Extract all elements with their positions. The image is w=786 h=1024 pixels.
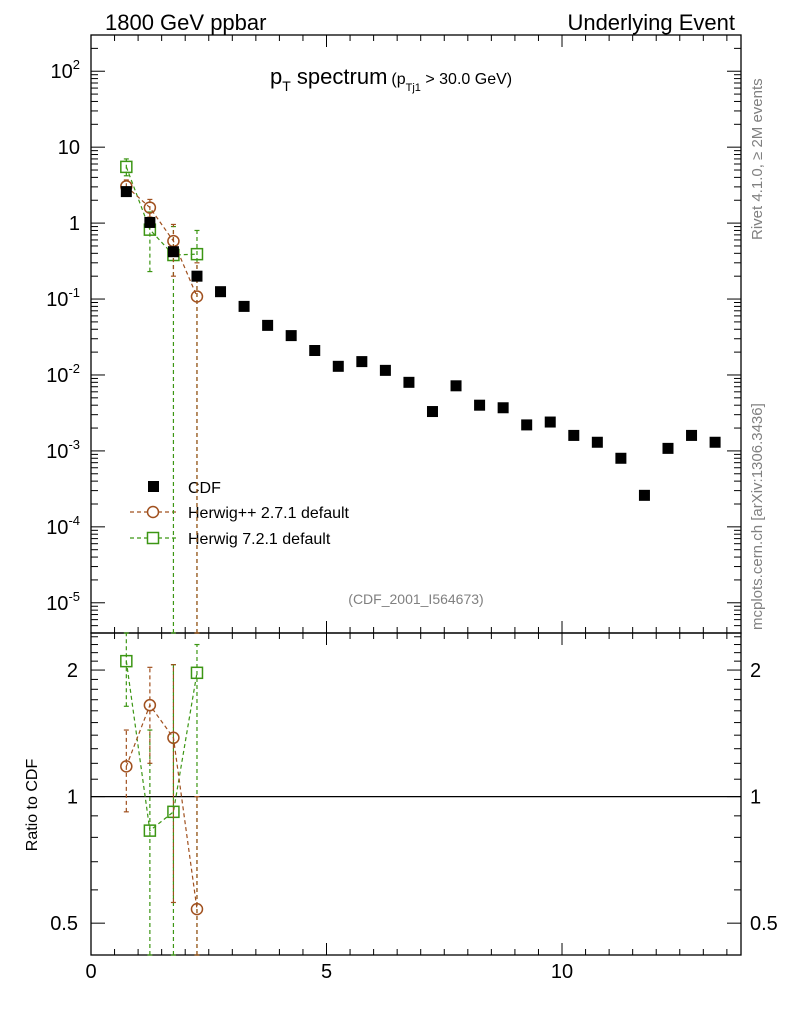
ratio-herwig7-point [120,654,133,668]
main-cdf-point [262,319,274,331]
main-cdf-point [615,452,627,464]
x-tick-label: 0 [85,961,96,983]
ratio-plot-frame [90,632,742,956]
main-herwigpp-point [143,201,157,214]
ratio-y-tick-label-right: 0.5 [750,913,778,935]
main-cdf-point [215,286,227,298]
main-cdf-point [403,376,415,388]
main-cdf-point [709,436,721,448]
ratio-axis-label: Ratio to CDF [24,759,41,852]
ratio-herwig7-point [143,824,157,837]
ratio-herwigpp-point [143,698,157,712]
ratio-y-tick-label: 1 [67,787,78,809]
main-cdf-point [309,345,321,357]
y-tick-label: 10 [58,137,80,159]
main-herwig7-line [125,166,198,256]
main-cdf-point [379,364,391,376]
main-herwigpp-point [190,290,204,303]
ratio-herwigpp-point [190,902,204,916]
main-cdf-point [356,356,368,368]
main-cdf-point [638,489,650,501]
header-left-label: 1800 GeV ppbar [105,10,266,35]
ratio-herwigpp-point [167,731,180,745]
ratio-herwigpp-line [125,703,198,910]
main-cdf-point [450,380,462,392]
legend-cdf-marker [148,481,159,492]
mcplots-label: mcplots.cern.ch [arXiv:1306.3436] [749,403,766,630]
ratio-herwig7-line [125,661,198,832]
ratio-y-tick-label: 2 [67,660,78,682]
y-tick-label: 102 [51,57,80,83]
main-cdf-point [191,270,203,282]
analysis-id: (CDF_2001_I564673) [348,591,483,607]
main-cdf-point [591,436,603,448]
ratio-herwig7-point [190,666,204,680]
y-tick-label: 10-5 [46,589,80,615]
main-cdf-point [426,406,438,418]
legend-cdf-label: CDF [188,480,221,497]
header-right-label: Underlying Event [567,10,735,35]
y-tick-label: 10-1 [46,285,80,311]
main-cdf-point [238,300,250,312]
main-cdf-point [686,429,698,441]
chart-marks: 0 5 10 10-5 10-4 10-3 10-2 10-1 1 10 102 0.5 0.5 1 1 2 2 [46,34,778,983]
main-cdf-point [144,216,156,228]
main-cdf-point [120,186,132,198]
main-cdf-point [568,429,580,441]
y-tick-label: 10-3 [46,437,80,463]
main-herwig7-point [120,160,133,174]
main-cdf-point [285,330,297,342]
y-tick-label: 10-4 [46,513,80,539]
legend: CDF Herwig++ 2.7.1 default Herwig 7.2.1 … [130,480,350,548]
ratio-y-tick-label-right: 2 [750,660,761,682]
legend-herwig7-label: Herwig 7.2.1 default [188,531,331,548]
y-tick-label: 10-2 [46,361,80,387]
ratio-y-tick-label-right: 1 [750,787,761,809]
legend-herwig7-marker [146,531,160,545]
legend-herwigpp-marker [146,505,160,519]
main-cdf-point [521,419,533,431]
main-cdf-point [497,402,509,414]
ratio-y-tick-label: 0.5 [50,913,78,935]
ratio-herwigpp-point [120,760,133,773]
main-cdf-point [167,246,179,258]
main-herwig7-point [190,247,204,261]
y-tick-label: 1 [69,213,80,235]
x-tick-label: 10 [551,961,573,983]
main-herwigpp-line [125,185,198,297]
legend-herwigpp-label: Herwig++ 2.7.1 default [188,505,350,522]
rivet-version-label: Rivet 4.1.0, ≥ 2M events [749,78,766,240]
main-cdf-point [332,360,344,372]
x-tick-label: 5 [321,961,332,983]
main-cdf-point [544,416,556,428]
main-cdf-point [662,442,674,454]
main-cdf-point [474,399,486,411]
main-title: pT spectrum (pTj1 > 30.0 GeV) [270,64,512,94]
